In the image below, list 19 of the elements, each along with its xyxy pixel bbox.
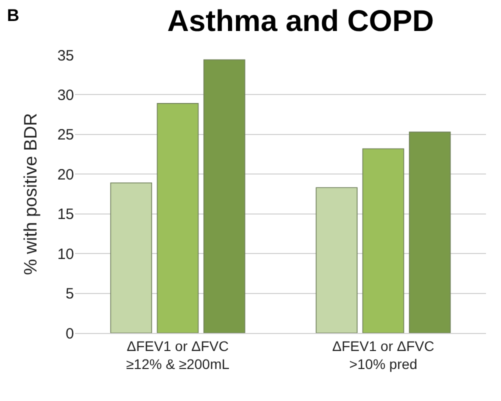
x-tick-label: ΔFEV1 or ΔFVC >10% pred	[332, 338, 434, 372]
y-tick-label: 20	[57, 166, 74, 184]
x-tick-label: ΔFEV1 or ΔFVC ≥12% & ≥200mL	[126, 338, 230, 372]
y-tick-label: 25	[57, 126, 74, 144]
bar	[362, 148, 404, 333]
y-tick-label: 5	[66, 286, 74, 303]
y-tick-label: 30	[57, 86, 74, 104]
y-axis-title: % with positive BDR	[20, 112, 41, 276]
y-tick-label: 0	[66, 325, 74, 342]
text: B	[7, 6, 20, 25]
y-tick-label: 35	[57, 47, 74, 64]
y-tick-label: 10	[57, 246, 74, 263]
chart-title: Asthma and COPD	[167, 5, 434, 38]
y-tick-label: 15	[57, 206, 74, 224]
bar	[316, 187, 358, 333]
bar	[156, 103, 199, 333]
bar	[408, 132, 451, 333]
bar	[203, 59, 246, 333]
bar	[110, 182, 152, 333]
